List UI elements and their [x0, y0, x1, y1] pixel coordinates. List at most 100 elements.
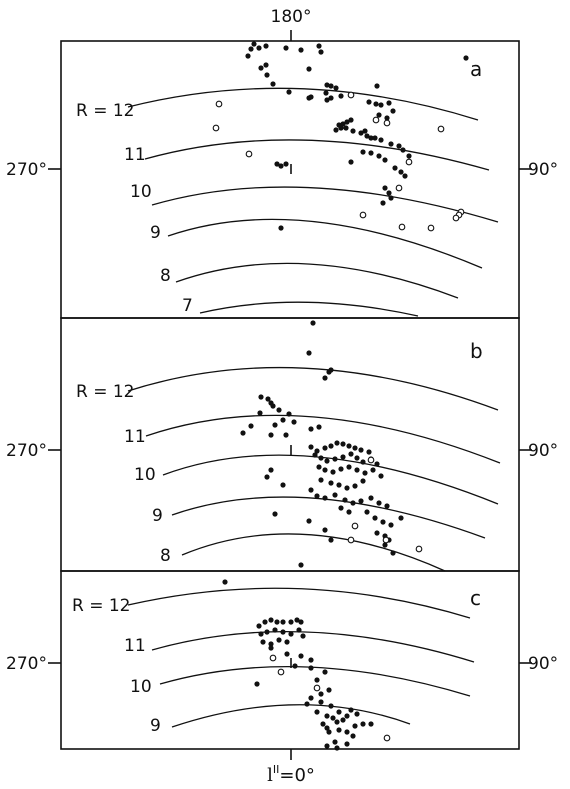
filled-point [257, 410, 263, 416]
curve-b-r10 [162, 454, 499, 505]
filled-point [291, 419, 297, 425]
filled-point [274, 619, 280, 625]
open-point [415, 545, 423, 553]
filled-point [268, 432, 274, 438]
filled-point [336, 709, 342, 715]
filled-point [298, 562, 304, 568]
filled-point [344, 741, 350, 747]
filled-point [360, 478, 366, 484]
panel-b-points [240, 320, 423, 568]
filled-point [322, 375, 328, 381]
filled-point [334, 440, 340, 446]
curve-a-r11 [144, 139, 490, 171]
filled-point [316, 424, 322, 430]
filled-point [268, 617, 274, 623]
filled-point [332, 456, 338, 462]
open-point [372, 116, 380, 124]
filled-point [340, 454, 346, 460]
filled-point [240, 430, 246, 436]
filled-point [306, 350, 312, 356]
filled-point [348, 117, 354, 123]
filled-point [348, 159, 354, 165]
filled-point [280, 629, 286, 635]
filled-point [378, 137, 384, 143]
filled-point [263, 62, 269, 68]
filled-point [283, 432, 289, 438]
filled-point [326, 729, 332, 735]
filled-point [284, 651, 290, 657]
filled-point [314, 448, 320, 454]
filled-point [306, 66, 312, 72]
filled-point [314, 493, 320, 499]
curve-a-r11-label: 11 [124, 145, 146, 165]
filled-point [328, 95, 334, 101]
open-point [313, 684, 321, 692]
filled-point [368, 135, 374, 141]
curve-b-r10-label: 10 [134, 465, 156, 485]
filled-point [358, 130, 364, 136]
filled-point [370, 467, 376, 473]
filled-point [306, 518, 312, 524]
filled-point [390, 108, 396, 114]
curve-b-r9 [171, 496, 486, 539]
filled-point [298, 47, 304, 53]
panel-a-label: a [470, 57, 482, 81]
open-point [215, 100, 223, 108]
filled-point [264, 72, 270, 78]
filled-point [272, 627, 278, 633]
filled-point [376, 112, 382, 118]
filled-point [390, 550, 396, 556]
filled-point [318, 477, 324, 483]
curve-a-r12-label: R = 12 [76, 101, 135, 121]
curve-a-r7-label: 7 [182, 296, 193, 316]
filled-point [263, 43, 269, 49]
filled-point [334, 719, 340, 725]
filled-point [328, 703, 334, 709]
filled-point [270, 403, 276, 409]
filled-point [268, 641, 274, 647]
filled-point [288, 631, 294, 637]
filled-point [362, 128, 368, 134]
panel-a-points [212, 41, 469, 232]
filled-point [350, 128, 356, 134]
filled-point [264, 629, 270, 635]
filled-point [388, 522, 394, 528]
filled-point [354, 455, 360, 461]
curve-a-r10 [151, 186, 499, 223]
bottom-longitude-label: lII=0° [267, 763, 315, 786]
filled-point [322, 467, 328, 473]
filled-point [406, 153, 412, 159]
filled-point [352, 483, 358, 489]
filled-point [280, 619, 286, 625]
filled-point [320, 721, 326, 727]
open-point [351, 522, 359, 530]
filled-point [318, 49, 324, 55]
filled-point [258, 394, 264, 400]
filled-point [340, 441, 346, 447]
curve-b-r8 [181, 533, 446, 572]
filled-point [245, 53, 251, 59]
filled-point [308, 426, 314, 432]
filled-point [398, 169, 404, 175]
filled-point [316, 43, 322, 49]
filled-point [364, 509, 370, 515]
filled-point [328, 367, 334, 373]
filled-point [332, 739, 338, 745]
filled-point [278, 225, 284, 231]
filled-point [348, 707, 354, 713]
filled-point [330, 715, 336, 721]
filled-point [308, 657, 314, 663]
curve-b-r11-label: 11 [124, 427, 146, 447]
curve-c-r9-label: 9 [150, 716, 161, 736]
filled-point [463, 55, 469, 61]
filled-point [222, 579, 228, 585]
filled-point [366, 99, 372, 105]
filled-point [362, 470, 368, 476]
filled-point [382, 542, 388, 548]
filled-point [350, 500, 356, 506]
filled-point [324, 97, 330, 103]
open-point [269, 654, 277, 662]
filled-point [298, 619, 304, 625]
filled-point [308, 487, 314, 493]
filled-point [310, 320, 316, 326]
